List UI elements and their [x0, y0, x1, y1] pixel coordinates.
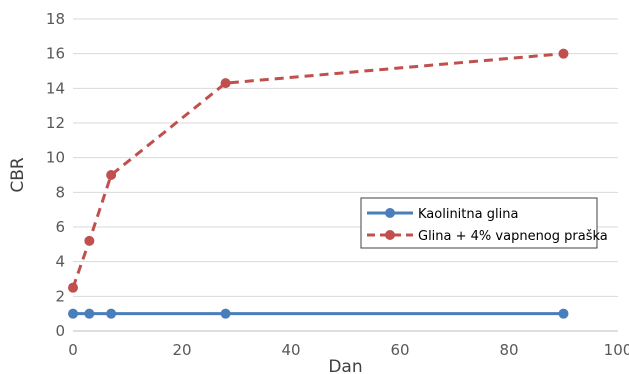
data-point: [220, 78, 231, 89]
y-tick-label: 6: [55, 218, 65, 236]
series-layer: [68, 48, 569, 319]
series-line-2: [71, 52, 564, 289]
gridlines: [73, 18, 618, 297]
data-point: [84, 235, 95, 246]
x-axis-title: Dan: [328, 357, 362, 374]
y-tick-label: 2: [55, 287, 65, 305]
y-tick-labels: 0 2 4 6 8 10 12 14 16 18: [46, 10, 65, 340]
x-tick-label: 20: [172, 341, 191, 359]
legend-swatch-marker: [385, 230, 395, 240]
data-point: [558, 308, 569, 319]
y-tick-label: 14: [46, 79, 65, 97]
x-tick-labels: 0 20 40 60 80 100: [68, 341, 629, 359]
y-tick-label: 12: [46, 114, 65, 132]
y-tick-label: 10: [46, 149, 65, 167]
x-tick-label: 80: [499, 341, 518, 359]
legend-label: Glina + 4% vapnenog praška: [418, 229, 608, 244]
x-tick-label: 40: [281, 341, 300, 359]
data-point: [68, 308, 78, 319]
y-tick-label: 16: [46, 45, 65, 63]
y-tick-label: 8: [55, 183, 65, 201]
legend-box: [360, 197, 598, 249]
data-point: [106, 308, 117, 319]
legend-items: Kaolinitna glina Glina + 4% vapnenog praš…: [367, 207, 608, 244]
data-point: [106, 170, 117, 180]
y-tick-label: 4: [55, 253, 65, 271]
data-point: [68, 282, 78, 293]
y-axis-title: CBR: [8, 157, 28, 193]
data-point: [84, 308, 95, 319]
data-point: [558, 48, 569, 59]
x-tick-label: 0: [68, 341, 78, 359]
legend-label: Kaolinitna glina: [418, 207, 518, 222]
x-tick-label: 100: [604, 341, 629, 359]
legend: Kaolinitna glina Glina + 4% vapnenog praš…: [360, 197, 608, 249]
data-point: [220, 308, 231, 319]
y-tick-label: 18: [46, 10, 65, 28]
legend-swatch-marker: [385, 208, 395, 218]
x-tick-label: 60: [390, 341, 409, 359]
y-tick-label: 0: [55, 322, 65, 340]
